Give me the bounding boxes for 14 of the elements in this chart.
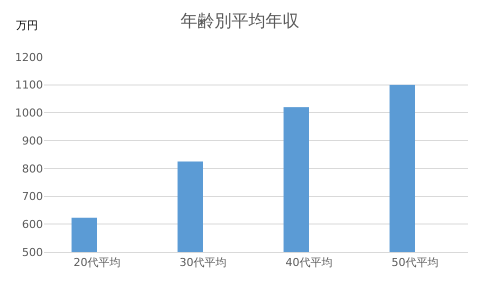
x-tick-label: 40代平均 [286,256,332,270]
x-tick-label: 20代平均 [74,256,120,270]
x-tick-label: 30代平均 [180,256,226,270]
y-tick-label: 700 [22,190,43,204]
y-tick-label: 500 [22,246,43,259]
y-tick-label: 600 [22,218,43,231]
y-tick-label: 900 [22,134,43,148]
x-tick-label: 50代平均 [392,256,438,270]
y-tick-label: 1100 [15,78,43,92]
y-axis-title: 万円 [16,19,38,32]
chart-title: 年齢別平均年収 [180,11,300,32]
y-tick-label: 1000 [15,106,43,120]
y-tick-label: 800 [22,162,43,176]
y-tick-label: 1200 [15,50,43,64]
